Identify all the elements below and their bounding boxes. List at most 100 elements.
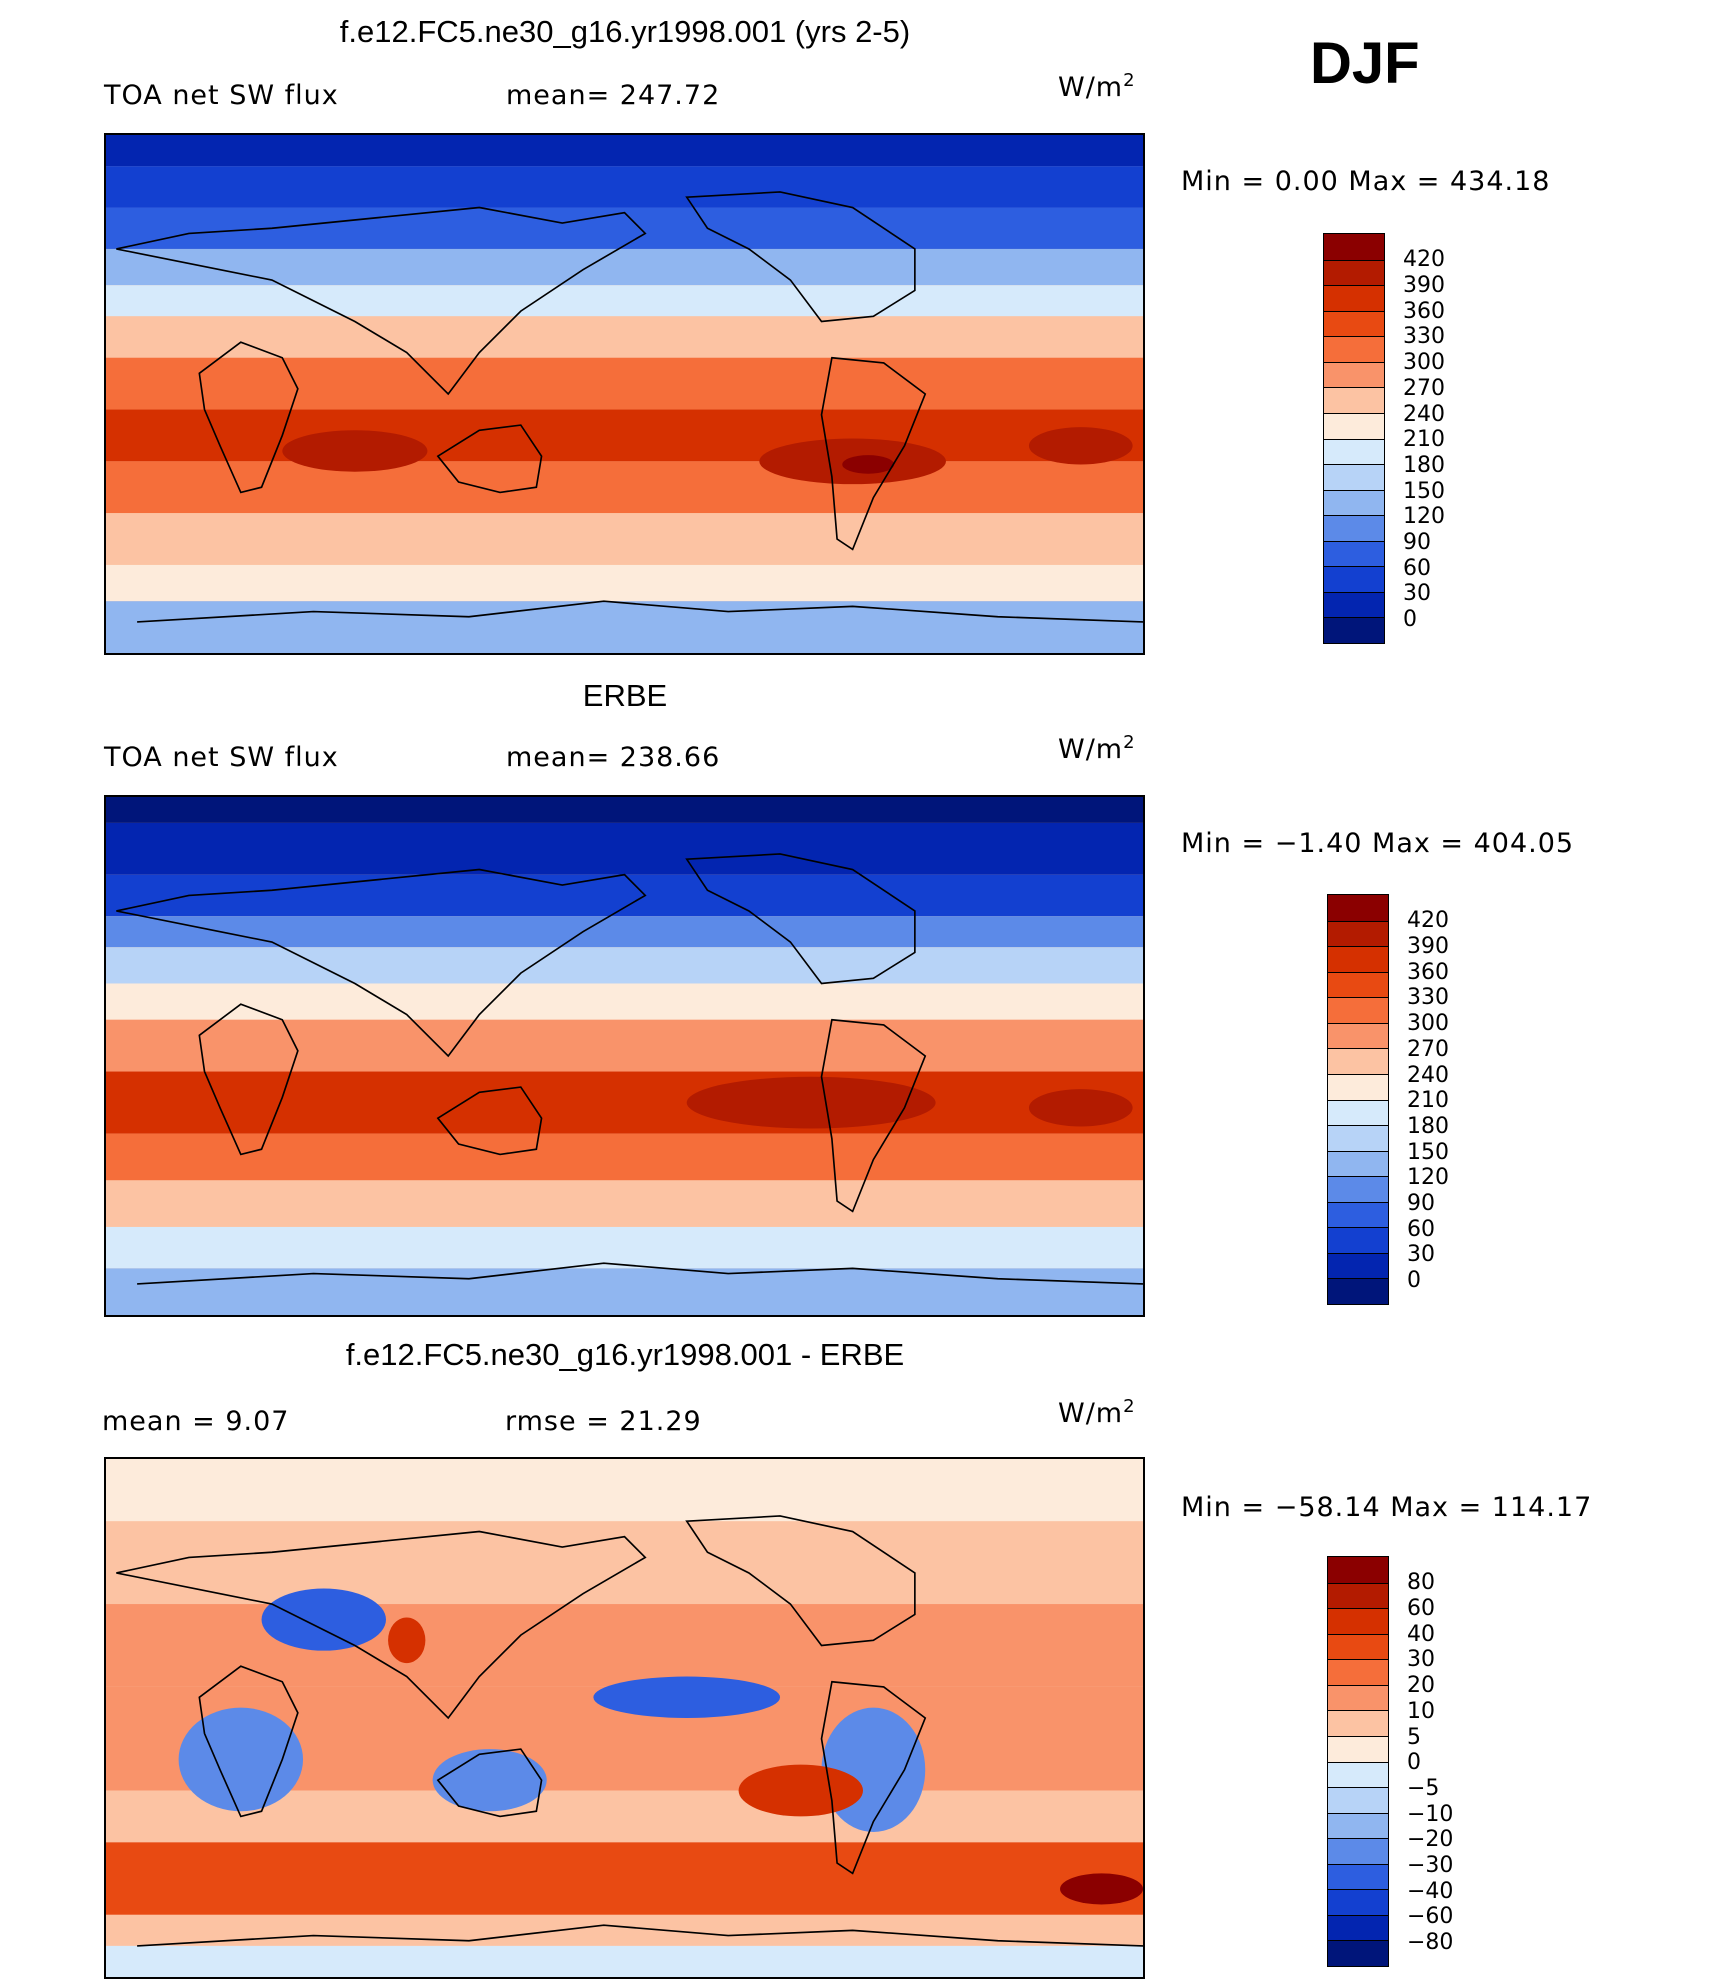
cbar-cell: [1328, 1227, 1388, 1253]
band-antarctic: [106, 601, 1143, 653]
panel-2-coastlines: [116, 853, 1143, 1285]
cbar-cell: [1328, 1278, 1388, 1304]
band-s-light: [106, 564, 1143, 602]
cbar-tick: 300: [1403, 350, 1445, 375]
panel-2-minmax: Min = −1.40 Max = 404.05: [1181, 828, 1575, 859]
peak-indian: [282, 430, 428, 472]
cbar-tick: 120: [1403, 504, 1445, 529]
cbar-tick: 210: [1407, 1088, 1449, 1113]
band-n-high: [106, 166, 1143, 208]
band-s-trop: [106, 409, 1143, 462]
cbar-tick: 210: [1403, 427, 1445, 452]
panel-2-units-exp: 2: [1123, 732, 1136, 753]
cbar-cell: [1328, 1940, 1388, 1966]
cbar-tick: 330: [1403, 324, 1445, 349]
panel-1-left-label: TOA net SW flux: [104, 80, 339, 111]
cbar-cell: [1328, 1659, 1388, 1685]
cbar-cell: [1328, 1761, 1388, 1788]
panel-1-colorbar: [1323, 233, 1385, 644]
cbar-cell: [1328, 971, 1388, 998]
cbar-cell: [1324, 361, 1384, 388]
cbar-tick: 5: [1407, 1725, 1421, 1750]
coast-antarctica: [137, 1262, 1143, 1285]
band-n-pole: [106, 797, 1143, 823]
cbar-cell: [1328, 1812, 1388, 1839]
cbar-tick: 360: [1403, 299, 1445, 324]
coast-africa: [198, 1003, 299, 1156]
peak-atlantic: [1028, 1089, 1133, 1127]
cbar-cell: [1328, 1252, 1388, 1279]
panel-3-units-base: W/m: [1058, 1398, 1124, 1429]
band-n-mid: [106, 874, 1143, 917]
coast-africa: [198, 341, 299, 494]
cbar-cell: [1328, 1684, 1388, 1711]
coast-north-america: [685, 191, 916, 323]
cbar-cell: [1328, 895, 1388, 921]
neg-africa: [178, 1707, 304, 1812]
cbar-cell: [1328, 946, 1388, 972]
cbar-tick: 60: [1407, 1217, 1435, 1242]
peak-pacific: [686, 1076, 936, 1129]
cbar-cell: [1324, 540, 1384, 567]
cbar-tick: 10: [1407, 1699, 1435, 1724]
cbar-tick: 0: [1407, 1268, 1421, 1293]
cbar-cell: [1328, 1914, 1388, 1941]
cbar-cell: [1324, 489, 1384, 516]
panel-2-units: W/m2: [1058, 732, 1136, 765]
cbar-tick: −20: [1407, 1827, 1454, 1852]
cbar-tick: −80: [1407, 1930, 1454, 1955]
neg-asia: [261, 1588, 386, 1651]
band-n-trop: [106, 983, 1143, 1020]
cbar-cell: [1328, 1022, 1388, 1049]
cbar-tick: 420: [1407, 908, 1449, 933]
panel-3-map-svg: [106, 1459, 1143, 1977]
cbar-cell: [1324, 259, 1384, 286]
cbar-cell: [1328, 1787, 1388, 1813]
cbar-cell: [1328, 1073, 1388, 1100]
cbar-cell: [1328, 1633, 1388, 1660]
coast-eurasia: [116, 1530, 647, 1720]
cbar-cell: [1328, 1557, 1388, 1583]
band-s-high: [106, 1914, 1143, 1946]
panel-3-colorbar: [1327, 1556, 1389, 1967]
coast-antarctica: [137, 1924, 1143, 1947]
coast-north-america: [685, 1515, 916, 1647]
coast-eurasia: [116, 868, 647, 1058]
cbar-tick: 150: [1403, 479, 1445, 504]
cbar-tick: 150: [1407, 1140, 1449, 1165]
band-s-light: [106, 1226, 1143, 1269]
cbar-tick: 270: [1403, 376, 1445, 401]
cbar-tick: −30: [1407, 1853, 1454, 1878]
peak-atlantic: [1028, 427, 1133, 465]
pos-china: [388, 1617, 426, 1664]
cbar-tick: 120: [1407, 1165, 1449, 1190]
band-s-high: [106, 1180, 1143, 1227]
cbar-tick: 20: [1407, 1673, 1435, 1698]
cbar-tick: 360: [1407, 960, 1449, 985]
cbar-cell: [1324, 591, 1384, 618]
cbar-tick: 30: [1407, 1242, 1435, 1267]
neg-pacific-itcz: [593, 1676, 781, 1718]
pos-pacific: [738, 1764, 864, 1817]
cbar-cell: [1324, 515, 1384, 541]
cbar-tick: 60: [1403, 556, 1431, 581]
band-antarctic: [106, 1945, 1143, 1977]
cbar-tick: 80: [1407, 1570, 1435, 1595]
cbar-cell: [1328, 1176, 1388, 1202]
panel-1-title: f.e12.FC5.ne30_g16.yr1998.001 (yrs 2-5): [339, 14, 911, 49]
cbar-cell: [1328, 1099, 1388, 1126]
cbar-tick: 60: [1407, 1596, 1435, 1621]
band-s-trop: [106, 1071, 1143, 1134]
panel-3-title: f.e12.FC5.ne30_g16.yr1998.001 - ERBE: [345, 1337, 905, 1372]
band-n-mid: [106, 1521, 1143, 1605]
cbar-tick: 330: [1407, 985, 1449, 1010]
panel-2-units-base: W/m: [1058, 734, 1124, 765]
panel-1-coastlines: [116, 191, 1143, 623]
cbar-tick: 90: [1403, 530, 1431, 555]
coast-africa: [198, 1665, 299, 1818]
cbar-cell: [1328, 1201, 1388, 1228]
band-n-light: [106, 947, 1143, 984]
band-eq: [106, 1019, 1143, 1072]
cbar-cell: [1328, 1889, 1388, 1915]
cbar-tick: 30: [1407, 1647, 1435, 1672]
